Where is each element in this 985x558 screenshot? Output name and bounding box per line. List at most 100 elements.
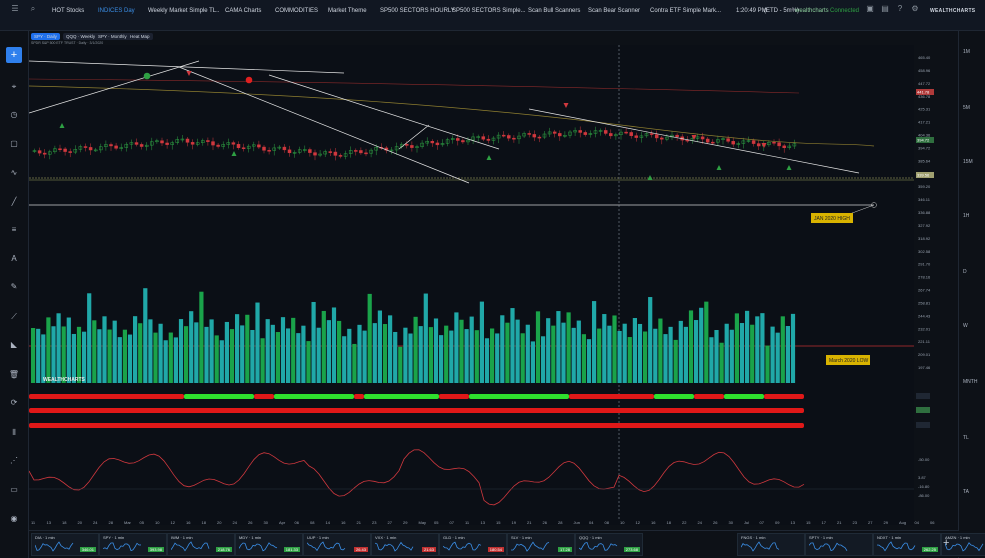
timeframe-6[interactable]: MNTH [963, 379, 978, 385]
layout-icon[interactable]: ▤ [881, 4, 889, 13]
measure-icon[interactable]: ◣ [10, 340, 18, 349]
trash-icon[interactable]: 🗑 [8, 370, 20, 379]
candle [639, 135, 644, 138]
crosshair-icon[interactable]: ⌖ [11, 82, 17, 91]
screen-icon[interactable]: ▭ [10, 485, 18, 494]
watchlist-tile[interactable]: SPTY · 1 min [805, 533, 873, 556]
candle [246, 145, 251, 149]
menu-icon[interactable]: ☰ [11, 4, 19, 13]
lock-icon[interactable]: ▢ [10, 139, 18, 148]
candle [772, 141, 776, 144]
candle [109, 144, 113, 147]
chart-area[interactable]: SPY · Daily QQQ · Weekly SPY · Monthly Heat… [29, 31, 959, 528]
candle [410, 145, 414, 148]
candle [654, 134, 659, 139]
wave-icon[interactable]: ∿ [10, 168, 18, 177]
gear-icon[interactable]: ⚙ [911, 4, 919, 13]
watchlist-tile[interactable]: GLD · 1 min 180.54 [439, 533, 507, 556]
volume-bar [566, 312, 571, 383]
watchlist-tile[interactable]: SPY · 1 min 393.98 [99, 533, 167, 556]
watchlist-tile[interactable]: NDXT · 1 min 262.25 [873, 533, 941, 556]
watchlist-tile[interactable]: AMZN · 1 min [941, 533, 985, 556]
sparkline [579, 542, 618, 551]
candle [711, 141, 715, 144]
tab-10[interactable]: Contra ETF Simple Mark... [650, 8, 722, 14]
bar-chart-icon[interactable]: ⫴ [12, 428, 16, 437]
tab-7[interactable]: SP500 SECTORS Simple... [452, 8, 526, 14]
price-badge [916, 172, 934, 178]
ruler-icon[interactable]: ⟋ [11, 312, 17, 321]
volume-bar [342, 336, 347, 383]
tab-6[interactable]: SP500 SECTORS HOURLY [380, 8, 455, 14]
search-icon[interactable]: ⌕ [30, 4, 36, 13]
watchlist-tile[interactable]: FNGS · 1 min [737, 533, 805, 556]
clock-icon[interactable]: ◷ [10, 110, 18, 119]
chart-chip-3[interactable]: Heat Map [127, 33, 153, 40]
watchlist-tile[interactable]: SLV · 1 min 17.28 [507, 533, 575, 556]
candle [767, 141, 771, 146]
watchlist-tile[interactable]: DIA · 1 min 346.01 [31, 533, 99, 556]
indicator-icon[interactable]: ⋰ [10, 456, 18, 465]
price-tick: 458.96 [918, 68, 931, 73]
candle [741, 140, 746, 144]
watchlist-tile[interactable]: QQQ · 1 min 273.68 [575, 533, 643, 556]
time-tick: Apr [279, 520, 286, 525]
chart-chip-0[interactable]: SPY · Daily [31, 33, 60, 40]
trendline-icon[interactable]: ╱ [11, 197, 17, 206]
ticker-name: UUP · 1 min [307, 535, 329, 540]
volume-bar [729, 329, 734, 383]
tab-0[interactable]: HOT Stocks [52, 8, 85, 14]
signal-strip-1 [654, 394, 694, 399]
tab-4[interactable]: COMMODITIES [275, 8, 318, 14]
tab-3[interactable]: CAMA Charts [225, 8, 262, 14]
time-tick: 09 [775, 520, 780, 525]
volume-bar [750, 324, 755, 383]
volume-bar [61, 326, 66, 383]
volume-bar [377, 310, 382, 383]
timeframe-2[interactable]: 15M [963, 159, 973, 165]
user-label[interactable]: wealthcharts [795, 8, 829, 14]
notification-icon[interactable]: ▣ [866, 4, 874, 13]
volume-bar [102, 316, 107, 383]
timeframe-0[interactable]: 1M [963, 49, 970, 55]
price-chart[interactable]: 465.40 458.96 447.72 436.78 425.31 417.21 404.… [29, 31, 959, 528]
add-watchlist-icon[interactable]: + [943, 537, 950, 549]
timeframe-3[interactable]: 1H [963, 213, 970, 219]
timeframe-5[interactable]: W [963, 323, 968, 329]
time-tick: 04 [915, 520, 920, 525]
volume-bar [576, 320, 581, 383]
volume-bar [255, 302, 260, 383]
volume-bar [770, 326, 775, 383]
volume-bar [571, 327, 576, 383]
refresh-icon[interactable]: ⟳ [10, 398, 18, 407]
time-tick: Jul [744, 520, 749, 525]
add-icon[interactable]: + [6, 47, 22, 63]
fib-icon[interactable]: ≡ [11, 225, 17, 234]
tab-5[interactable]: Market Theme [328, 8, 367, 14]
watchlist-tile[interactable]: UUP · 1 min 26.43 [303, 533, 371, 556]
watchlist-tile[interactable]: VXX · 1 min 21.63 [371, 533, 439, 556]
chart-chip-2[interactable]: SPY · Monthly [95, 33, 130, 40]
candle [568, 131, 572, 136]
timeframe-4[interactable]: D [963, 269, 967, 275]
tab-8[interactable]: Scan Bull Scanners [528, 8, 581, 14]
volume-bar [316, 327, 321, 383]
timeframe-8[interactable]: TA [963, 489, 970, 495]
time-tick: 16 [651, 520, 656, 525]
ticker-name: MDY · 1 min [239, 535, 262, 540]
volume-bar [683, 326, 688, 383]
tab-1[interactable]: INDICES Day [98, 8, 135, 14]
tab-2[interactable]: Weekly Market Simple TL.. [148, 8, 220, 14]
candle [461, 140, 465, 143]
watchlist-tile[interactable]: MDY · 1 min 181.33 [235, 533, 303, 556]
timeframe-1[interactable]: 5M [963, 105, 970, 111]
pencil-icon[interactable]: ✎ [10, 282, 18, 291]
text-icon[interactable]: A [11, 254, 17, 263]
watchlist-tile[interactable]: IWM · 1 min 218.76 [167, 533, 235, 556]
help-icon[interactable]: ? [897, 4, 903, 13]
eye-icon[interactable]: ◉ [10, 514, 18, 523]
chart-chip-1[interactable]: QQQ · Weekly [63, 33, 99, 40]
timeframe-7[interactable]: TL [963, 435, 969, 441]
volume-bar [561, 322, 566, 383]
tab-9[interactable]: Scan Bear Scanner [588, 8, 641, 14]
